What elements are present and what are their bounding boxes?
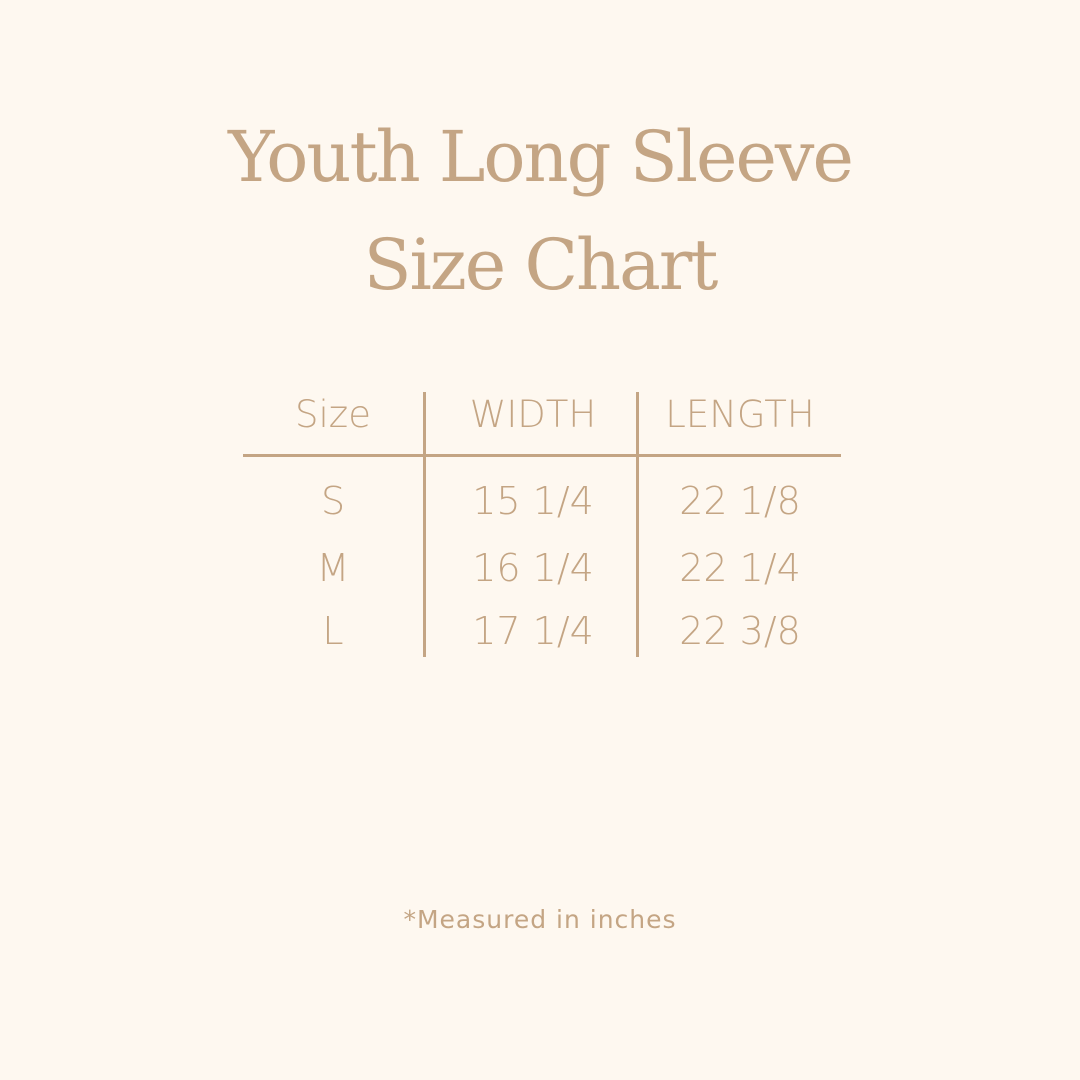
table-cell: M — [316, 546, 350, 590]
title-line-2: Size Chart — [363, 224, 719, 306]
table-cell: 15 1/4 — [472, 479, 594, 523]
table-cell: L — [322, 609, 344, 653]
table-cell: 16 1/4 — [472, 546, 594, 590]
header-divider — [243, 454, 841, 457]
header-size: Size — [295, 393, 371, 436]
table-cell: 22 1/4 — [679, 546, 801, 590]
table-cell: 22 3/8 — [679, 609, 801, 653]
header-length: LENGTH — [665, 393, 815, 436]
column-divider — [636, 392, 639, 657]
measurement-note: *Measured in inches — [403, 905, 677, 934]
header-width: WIDTH — [469, 393, 597, 436]
table-cell: S — [320, 479, 346, 523]
column-divider — [423, 392, 426, 657]
table-cell: 17 1/4 — [472, 609, 594, 653]
title-line-1: Youth Long Sleeve — [228, 116, 854, 198]
table-cell: 22 1/8 — [679, 479, 801, 523]
